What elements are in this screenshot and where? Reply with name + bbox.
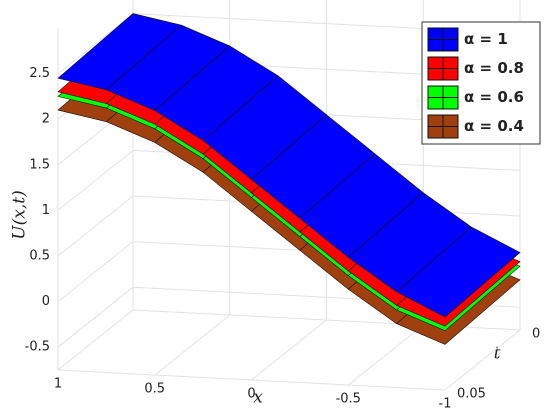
x-tick-label: 0 [247,387,255,402]
t-tick-label: 0 [532,327,540,342]
grid-line [57,28,446,391]
legend: α = 1 α = 0.8 α = 0.6 α = 0.4 [421,21,541,145]
x-tick-label: 0.5 [144,382,165,397]
z-tick-label: 2.5 [29,66,50,81]
z-axis-label: U(x,t) [10,190,30,239]
z-tick-label: -0.5 [25,340,50,355]
x-tick-label: 1 [54,377,62,392]
x-tick-label: -0.5 [336,392,361,407]
z-tick-label: 2 [42,112,50,127]
t-tick-label: 0.05 [457,387,486,402]
legend-label: α = 1 [464,30,508,48]
legend-label: α = 0.6 [464,88,524,106]
legend-label: α = 0.8 [464,59,524,77]
t-axis-label: t [494,344,501,364]
surface-patch [396,226,521,318]
legend-label: α = 0.4 [464,117,524,135]
z-tick-label: 0.5 [29,249,50,264]
z-tick-label: 0 [42,294,50,309]
x-tick-label: -1 [439,397,452,412]
x-axis-label: x [253,388,263,408]
z-tick-label: 1 [42,203,50,218]
z-tick-label: 1.5 [29,157,50,172]
